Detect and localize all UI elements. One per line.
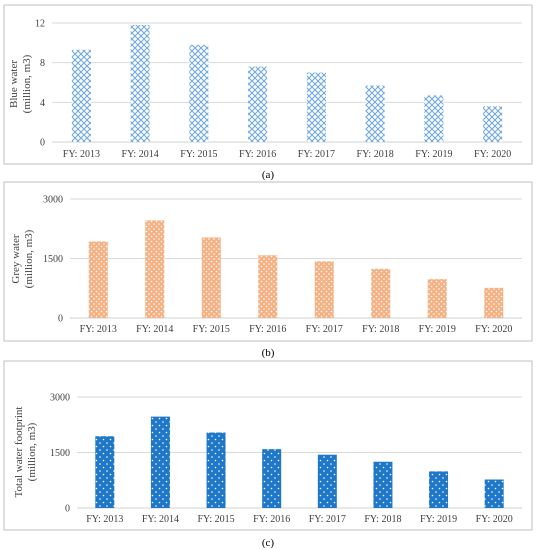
chart-b-xtick-label: FY: 2013 — [80, 324, 117, 335]
chart-a-ytick-label: 8 — [40, 58, 45, 69]
chart-c-bar — [429, 471, 449, 508]
chart-a-ytick-label: 12 — [35, 19, 45, 30]
chart-b-ylabel-line: Grey water — [10, 234, 22, 284]
chart-b-xtick-label: FY: 2020 — [475, 324, 512, 335]
chart-c-ylabel-line: Total water footprint — [13, 407, 25, 498]
chart-c-bar — [317, 454, 337, 508]
chart-b-xtick-label: FY: 2015 — [193, 324, 230, 335]
chart-a-xtick-label: FY: 2020 — [474, 149, 511, 160]
chart-b-yticks: 0 1500 3000 — [43, 195, 63, 325]
chart-b-bar — [427, 279, 447, 318]
chart-a-bar — [365, 85, 385, 142]
chart-c-yticks: 0 1500 3000 — [50, 393, 70, 515]
chart-b-bar — [371, 268, 391, 318]
chart-c-bar — [206, 432, 226, 508]
panel-a-frame — [3, 4, 533, 165]
chart-b-xtick-label: FY: 2016 — [249, 324, 286, 335]
caption-c: (c) — [262, 537, 275, 549]
chart-b-bar — [484, 287, 504, 318]
chart-a-ytick-label: 0 — [40, 138, 45, 149]
chart-c-xtick-label: FY: 2015 — [197, 514, 234, 525]
chart-b-bars — [88, 220, 504, 318]
chart-b-xtick-label: FY: 2018 — [362, 324, 399, 335]
chart-a-xtick-label: FY: 2017 — [298, 149, 335, 160]
chart-b-bar — [314, 261, 334, 318]
chart-a-xtick-label: FY: 2016 — [239, 149, 276, 160]
chart-c-xtick-label: FY: 2017 — [309, 514, 346, 525]
caption-b: (b) — [262, 347, 275, 359]
chart-a-xtick-label: FY: 2015 — [180, 149, 217, 160]
chart-a-bar — [189, 44, 209, 142]
chart-a-xtick-label: FY: 2019 — [415, 149, 452, 160]
chart-c-xticks: FY: 2013 FY: 2014 FY: 2015 FY: 2016 FY: 2017… — [86, 514, 513, 525]
chart-a-ytick-label: 4 — [40, 98, 45, 109]
chart-a-ylabel: Blue water(million, m3) — [8, 54, 33, 113]
chart-a-bar — [424, 95, 444, 142]
chart-c-ylabel-line: (million, m3) — [26, 422, 38, 481]
chart-a-xtick-label: FY: 2014 — [122, 149, 159, 160]
chart-a-ylabel-line: (million, m3) — [21, 54, 33, 113]
chart-a-bar — [71, 49, 91, 142]
chart-c-bar — [484, 479, 504, 508]
chart-b-ytick-label: 1500 — [43, 254, 63, 265]
chart-c-xtick-label: FY: 2016 — [253, 514, 290, 525]
chart-a-grid — [52, 22, 522, 143]
chart-c-bar — [373, 461, 393, 508]
chart-a-bar — [130, 24, 150, 142]
chart-a-bar — [306, 72, 326, 142]
chart-b-ylabel: Grey water(million, m3) — [10, 229, 35, 288]
chart-c-xtick-label: FY: 2019 — [420, 514, 457, 525]
chart-c-xtick-label: FY: 2018 — [364, 514, 401, 525]
chart-b-bar — [258, 255, 278, 318]
chart-c-xtick-label: FY: 2014 — [142, 514, 179, 525]
chart-b-xticks: FY: 2013 FY: 2014 FY: 2015 FY: 2016 FY: 2017… — [80, 324, 513, 335]
chart-b-bar — [145, 220, 165, 318]
chart-b-ylabel-line: (million, m3) — [23, 229, 35, 288]
chart-c-ytick-label: 0 — [65, 504, 70, 515]
chart-b-ytick-label: 3000 — [43, 195, 63, 206]
chart-c-bar — [262, 449, 282, 508]
chart-c-bar — [95, 436, 115, 508]
chart-b-bar — [201, 237, 221, 318]
chart-a-xticks: FY: 2013 FY: 2014 FY: 2015 FY: 2016 FY: 2017… — [63, 149, 511, 160]
chart-a-bar — [483, 106, 503, 142]
chart-c-bars — [95, 416, 504, 508]
chart-c-ylabel: Total water footprint(million, m3) — [13, 407, 38, 498]
chart-a-bars — [71, 24, 503, 142]
chart-a-xtick-label: FY: 2018 — [357, 149, 394, 160]
chart-c-xtick-label: FY: 2020 — [476, 514, 513, 525]
chart-a-yticks: 0 4 8 12 — [35, 19, 45, 149]
chart-c-xtick-label: FY: 2013 — [86, 514, 123, 525]
chart-a-bar — [248, 66, 268, 142]
chart-b-ytick-label: 0 — [58, 314, 63, 325]
chart-a-xtick-label: FY: 2013 — [63, 149, 100, 160]
chart-b-xtick-label: FY: 2014 — [136, 324, 173, 335]
chart-b-xtick-label: FY: 2019 — [419, 324, 456, 335]
chart-a-ylabel-line: Blue water — [8, 60, 20, 108]
chart-c-ytick-label: 3000 — [50, 393, 70, 404]
caption-a: (a) — [262, 169, 275, 181]
chart-b-xtick-label: FY: 2017 — [306, 324, 343, 335]
chart-b-bar — [88, 241, 108, 318]
chart-c-ytick-label: 1500 — [50, 448, 70, 459]
chart-c-bar — [150, 416, 170, 508]
